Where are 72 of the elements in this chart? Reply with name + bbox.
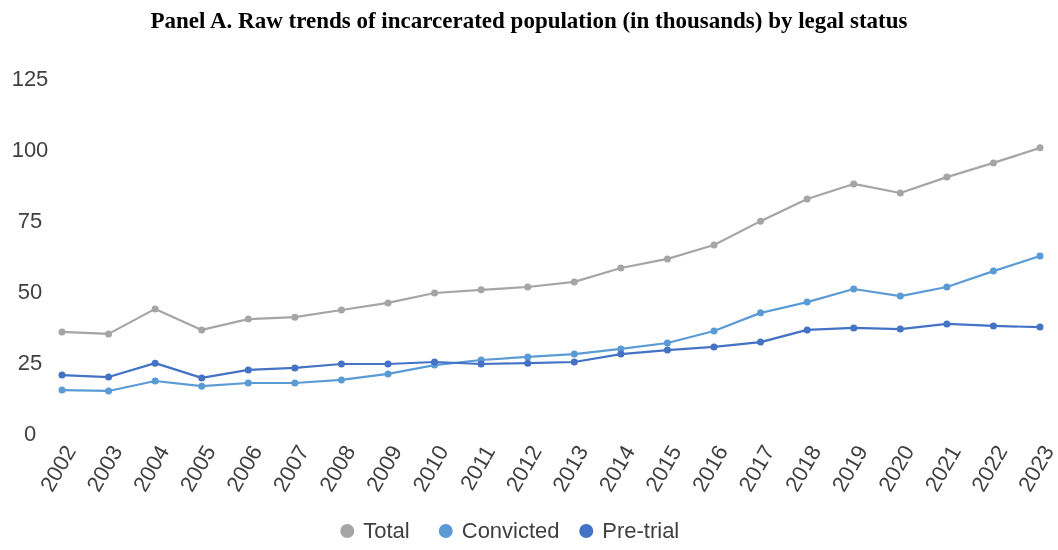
point [989,159,997,167]
point [105,387,113,395]
point [151,377,159,385]
point [803,195,811,203]
chart-title: Panel A. Raw trends of incarcerated population (in thousands) by legal status [150,8,908,33]
point [198,326,206,334]
point [570,278,578,286]
point [850,285,858,293]
point [663,339,671,347]
point [617,264,625,272]
point [337,360,345,368]
point [896,292,904,300]
point [943,283,951,291]
legend-label: Total [363,518,410,543]
point [477,360,485,368]
y-tick-label: 75 [17,207,43,233]
point [989,322,997,330]
point [58,386,66,394]
point [663,346,671,354]
point [151,305,159,313]
legend-label: Convicted [461,518,560,543]
point [896,189,904,197]
y-tick-label: 125 [11,65,49,91]
point [1036,323,1044,331]
point [570,358,578,366]
point [524,359,532,367]
point [291,379,299,387]
point [524,283,532,291]
point [757,309,765,317]
point [989,267,997,275]
point [244,315,252,323]
point [477,286,485,294]
legend-label: Pre-trial [602,518,680,543]
point [58,371,66,379]
point [617,350,625,358]
y-tick-label: 50 [17,278,43,304]
point [710,343,718,351]
point [244,379,252,387]
point [384,360,392,368]
point [105,373,113,381]
point [151,359,159,367]
y-tick-label: 25 [17,349,43,375]
point [1036,252,1044,260]
point [198,374,206,382]
y-tick-label: 0 [23,420,37,446]
point [431,289,439,297]
point [198,382,206,390]
point [337,376,345,384]
point [105,330,113,338]
point [291,364,299,372]
point [710,241,718,249]
point [757,217,765,225]
point [663,255,671,263]
point [337,306,345,314]
point [384,299,392,307]
point [524,353,532,361]
point [1036,144,1044,152]
point [943,320,951,328]
point [291,313,299,321]
point [850,324,858,332]
point [943,173,951,181]
point [570,350,578,358]
point [244,366,252,374]
point [384,370,392,378]
y-tick-label: 100 [11,136,49,162]
point [803,298,811,306]
point [710,327,718,335]
point [896,325,904,333]
point [757,338,765,346]
point [803,326,811,334]
point [850,180,858,188]
point [58,328,66,336]
